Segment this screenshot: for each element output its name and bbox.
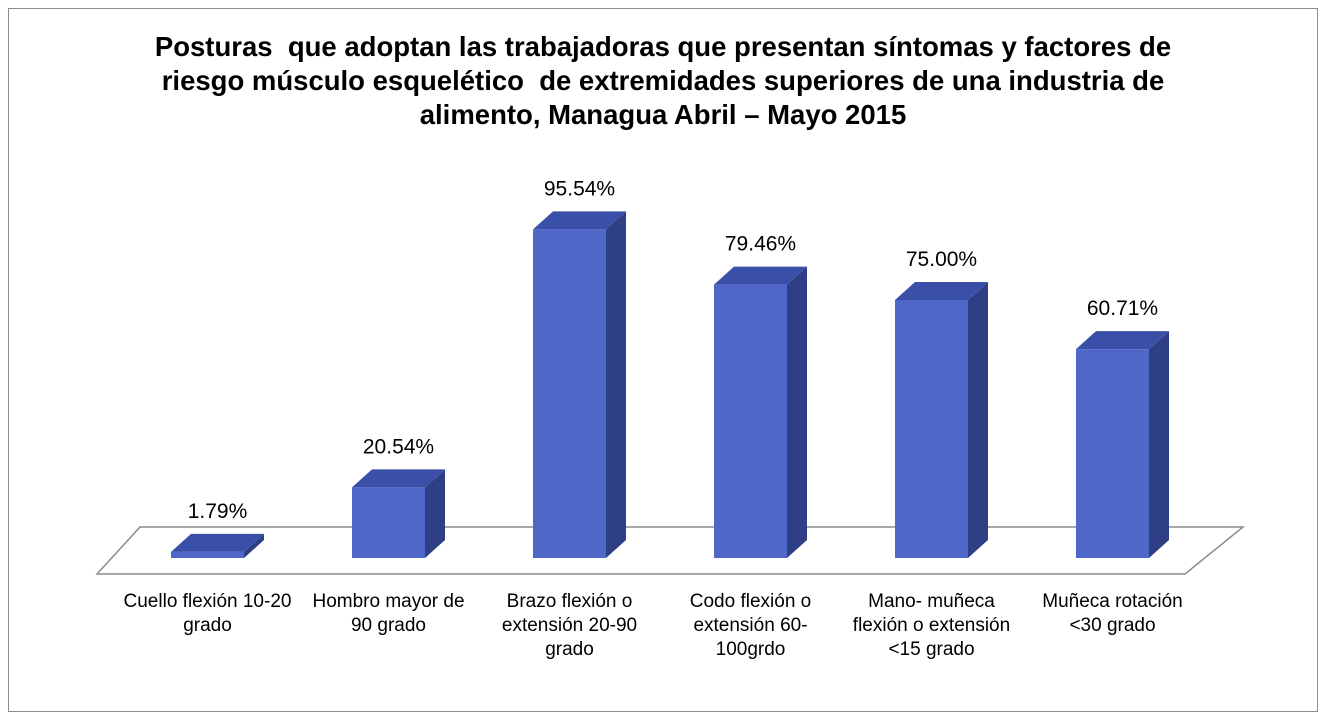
bar-side — [968, 282, 988, 558]
x-tick-label: Brazo flexión o extensión 20-90 grado — [501, 591, 638, 660]
bar — [1076, 331, 1169, 558]
bar-top — [895, 282, 988, 300]
bar — [171, 533, 264, 558]
x-tick-label: Codo flexión o extensión 60-100grdo — [689, 591, 812, 660]
x-tick-label: Muñeca rotación <30 grado — [1042, 591, 1183, 636]
bar — [533, 211, 626, 558]
bar-top — [352, 469, 445, 488]
x-tick-label: Mano- muñeca flexión o extensión <15 gra… — [852, 591, 1011, 660]
x-tick-label: Hombro mayor de 90 grado — [312, 591, 465, 636]
chart-title: Posturas que adoptan las trabajadoras qu… — [154, 31, 1179, 130]
bar-side — [244, 533, 264, 558]
bar-front — [533, 229, 606, 558]
x-tick-label: Cuello flexión 10-20 grado — [123, 591, 292, 636]
bar-top — [171, 533, 264, 552]
bar — [352, 469, 445, 558]
data-label: 75.00% — [906, 248, 977, 271]
bar — [714, 266, 807, 558]
data-label: 20.54% — [363, 435, 434, 458]
data-label: 79.46% — [725, 233, 796, 256]
bar-front — [171, 551, 244, 558]
data-label: 95.54% — [544, 177, 615, 200]
bar-top — [1076, 331, 1169, 350]
data-label: 1.79% — [188, 500, 248, 523]
bar-front — [714, 284, 787, 558]
chart-frame — [8, 8, 1318, 712]
bar-side — [1149, 331, 1169, 558]
bar — [895, 282, 988, 558]
bar-side — [787, 266, 807, 558]
bar-top — [714, 266, 807, 285]
data-label: 60.71% — [1087, 297, 1158, 320]
bar-side — [606, 211, 626, 558]
bar-front — [895, 300, 968, 558]
bar-front — [1076, 349, 1149, 558]
floor — [95, 526, 1246, 575]
bar-top — [533, 211, 626, 230]
bar-side — [425, 469, 445, 558]
bar-front — [352, 487, 425, 558]
